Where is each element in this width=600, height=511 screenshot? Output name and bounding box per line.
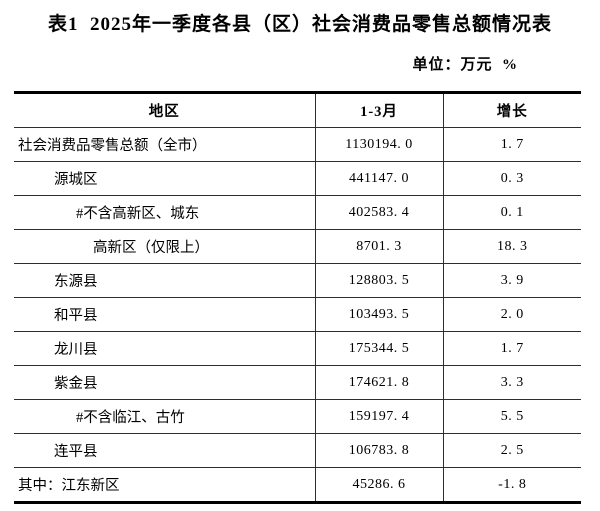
value-cell: 106783. 8	[315, 433, 444, 468]
region-cell: 连平县	[14, 433, 316, 468]
column-header-growth: 增长	[443, 92, 581, 128]
table-row: #不含临江、古竹 159197. 4 5. 5	[14, 399, 581, 434]
value-cell: 402583. 4	[315, 195, 444, 230]
region-cell: 和平县	[14, 297, 316, 332]
value-cell: 128803. 5	[315, 263, 444, 298]
table-row: 紫金县 174621. 8 3. 3	[14, 365, 581, 400]
value-cell: 175344. 5	[315, 331, 444, 366]
growth-cell: 3. 9	[443, 263, 581, 298]
region-cell: 其中：江东新区	[14, 467, 316, 503]
growth-cell: -1. 8	[498, 476, 527, 492]
growth-cell: 5. 5	[443, 399, 581, 434]
region-cell: 紫金县	[14, 365, 316, 400]
table-row: 龙川县 175344. 5 1. 7	[14, 331, 581, 366]
growth-cell: 18. 3	[443, 229, 581, 264]
value-cell: 103493. 5	[315, 297, 444, 332]
table-row: 和平县 103493. 5 2. 0	[14, 297, 581, 332]
region-cell: #不含临江、古竹	[14, 399, 316, 434]
growth-cell: 1. 7	[443, 127, 581, 162]
value-cell: 45286. 6	[315, 467, 444, 503]
region-cell: 源城区	[14, 161, 316, 196]
growth-cell: 0. 1	[443, 195, 581, 230]
table-row: 社会消费品零售总额（全市） 1130194. 0 1. 7	[14, 127, 581, 162]
region-cell: 高新区（仅限上）	[14, 229, 316, 264]
region-cell: 社会消费品零售总额（全市）	[14, 127, 316, 162]
table-row: 连平县 106783. 8 2. 5	[14, 433, 581, 468]
table-header-row: 地区 1-3月 增长	[14, 92, 581, 128]
value-cell: 174621. 8	[315, 365, 444, 400]
region-cell: #不含高新区、城东	[14, 195, 316, 230]
table-row: #不含高新区、城东 402583. 4 0. 1	[14, 195, 581, 230]
table-row: 东源县 128803. 5 3. 9	[14, 263, 581, 298]
column-header-period: 1-3月	[315, 92, 444, 128]
page-title: 表1 2025年一季度各县（区）社会消费品零售总额情况表	[47, 14, 552, 35]
growth-cell: 0. 3	[443, 161, 581, 196]
region-cell: 龙川县	[14, 331, 316, 366]
value-cell: 441147. 0	[315, 161, 444, 196]
growth-cell: 3. 3	[443, 365, 581, 400]
growth-cell: 2. 0	[443, 297, 581, 332]
value-cell: 159197. 4	[315, 399, 444, 434]
table-row: 源城区 441147. 0 0. 3	[14, 161, 581, 196]
value-cell: 8701. 3	[315, 229, 444, 264]
growth-cell: 2. 5	[443, 433, 581, 468]
retail-sales-table: 地区 1-3月 增长 社会消费品零售总额（全市） 1130194. 0 1. 7 源城…	[14, 91, 581, 504]
column-header-region: 地区	[14, 92, 316, 128]
value-cell: 1130194. 0	[315, 127, 444, 162]
region-cell: 东源县	[14, 263, 316, 298]
growth-cell: 1. 7	[443, 331, 581, 366]
table-header: 地区 1-3月 增长	[14, 92, 581, 128]
table-row: 高新区（仅限上） 8701. 3 18. 3	[14, 229, 581, 264]
table-row: 其中：江东新区 45286. 6 -1. 8	[14, 467, 581, 503]
unit-note: 单位：万元 %	[412, 57, 518, 73]
